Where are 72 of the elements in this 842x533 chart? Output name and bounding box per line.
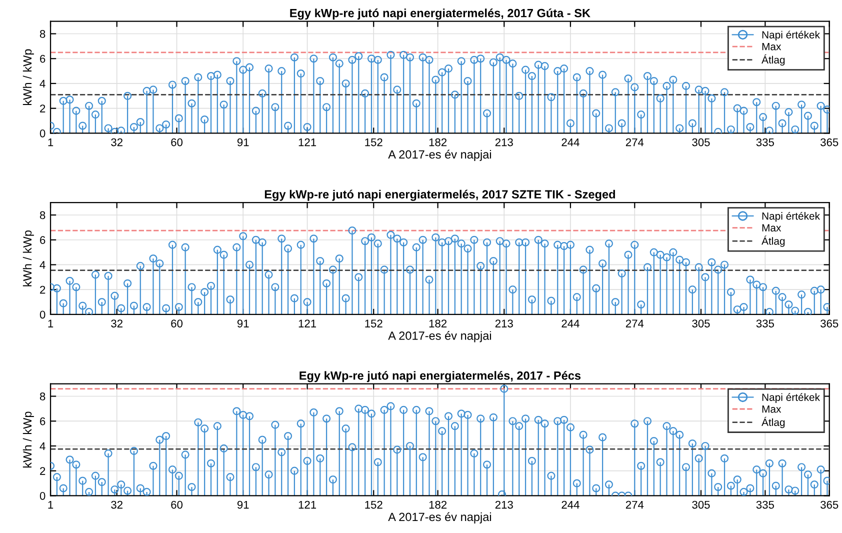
chart-title: Egy kWp-re jutó napi energiatermelés, 2017 SZTE TIK - Szeged <box>264 190 615 201</box>
legend-label: Napi értékek <box>762 30 820 41</box>
x-tick-label: 244 <box>562 138 580 146</box>
x-tick-label: 182 <box>429 500 447 509</box>
x-tick-label: 91 <box>237 320 249 328</box>
x-tick-label: 91 <box>237 500 249 509</box>
x-tick-label: 182 <box>429 138 447 146</box>
y-axis-title: kWh / kWp <box>22 49 34 105</box>
x-tick-label: 60 <box>171 138 183 146</box>
y-tick-label: 0 <box>40 129 46 138</box>
y-axis-title: kWh / kWp <box>22 230 34 286</box>
x-tick-label: 1 <box>48 500 54 509</box>
x-tick-label: 335 <box>756 500 774 509</box>
x-tick-label: 213 <box>495 138 513 146</box>
y-tick-label: 6 <box>40 54 46 63</box>
x-tick-label: 121 <box>298 138 316 146</box>
legend-label: Átlag <box>762 236 785 247</box>
y-axis-title: kWh / kWp <box>22 412 34 468</box>
y-tick-label: 4 <box>40 80 46 88</box>
x-tick-label: 60 <box>171 500 183 509</box>
chart-title: Egy kWp-re jutó napi energiatermelés, 2017 - Pécs <box>300 370 581 382</box>
y-tick-label: 2 <box>40 104 46 112</box>
x-tick-label: 365 <box>820 500 838 509</box>
legend-label: Napi értékek <box>762 393 820 404</box>
x-tick-label: 244 <box>562 320 580 328</box>
x-tick-label: 213 <box>495 320 513 328</box>
y-tick-label: 0 <box>40 492 46 500</box>
x-tick-label: 121 <box>298 320 316 328</box>
x-tick-label: 305 <box>692 500 710 509</box>
y-tick-label: 2 <box>40 467 46 475</box>
y-tick-label: 8 <box>40 30 46 38</box>
ref-line-label: Max <box>762 42 782 50</box>
x-tick-label: 32 <box>111 320 122 328</box>
legend-label: Napi értékek <box>762 212 820 222</box>
y-tick-label: 6 <box>40 417 46 426</box>
y-tick-label: 6 <box>40 236 46 244</box>
x-tick-label: 1 <box>48 138 54 146</box>
y-tick-label: 0 <box>40 310 46 319</box>
x-tick-label: 121 <box>298 500 316 509</box>
x-tick-label: 305 <box>692 320 710 328</box>
x-tick-label: 152 <box>365 320 382 328</box>
x-tick-label: 274 <box>626 500 644 509</box>
y-tick-label: 8 <box>40 392 46 400</box>
ref-line-label: Max <box>762 224 782 232</box>
x-tick-label: 1 <box>48 320 54 328</box>
x-tick-label: 182 <box>429 320 447 328</box>
x-tick-label: 365 <box>820 138 838 146</box>
x-tick-label: 274 <box>626 138 644 146</box>
x-tick-label: 91 <box>237 138 249 146</box>
legend-label: Átlag <box>762 416 785 428</box>
legend-label: Átlag <box>762 54 785 66</box>
x-axis-title: A 2017-es év napjai <box>388 150 492 161</box>
x-tick-label: 365 <box>820 320 838 328</box>
y-tick-label: 2 <box>40 286 46 294</box>
x-tick-label: 335 <box>756 320 774 328</box>
x-tick-label: 335 <box>756 138 774 146</box>
x-tick-label: 244 <box>562 500 580 509</box>
chart-title: Egy kWp-re jutó napi energiatermelés, 2017 Gúta - SK <box>290 8 590 20</box>
x-tick-label: 152 <box>365 138 382 146</box>
y-tick-label: 4 <box>40 442 46 450</box>
x-tick-label: 32 <box>111 138 122 146</box>
x-tick-label: 60 <box>171 320 183 328</box>
x-tick-label: 213 <box>495 500 513 509</box>
x-tick-label: 274 <box>626 320 644 328</box>
y-tick-label: 8 <box>40 211 46 220</box>
x-axis-title: A 2017-es év napjai <box>388 512 492 524</box>
y-tick-label: 4 <box>40 261 46 269</box>
legend-label: Max <box>762 405 782 413</box>
x-tick-label: 305 <box>692 138 710 146</box>
x-axis-title: A 2017-es év napjai <box>388 331 492 342</box>
x-tick-label: 32 <box>111 500 122 509</box>
x-tick-label: 152 <box>365 500 382 509</box>
